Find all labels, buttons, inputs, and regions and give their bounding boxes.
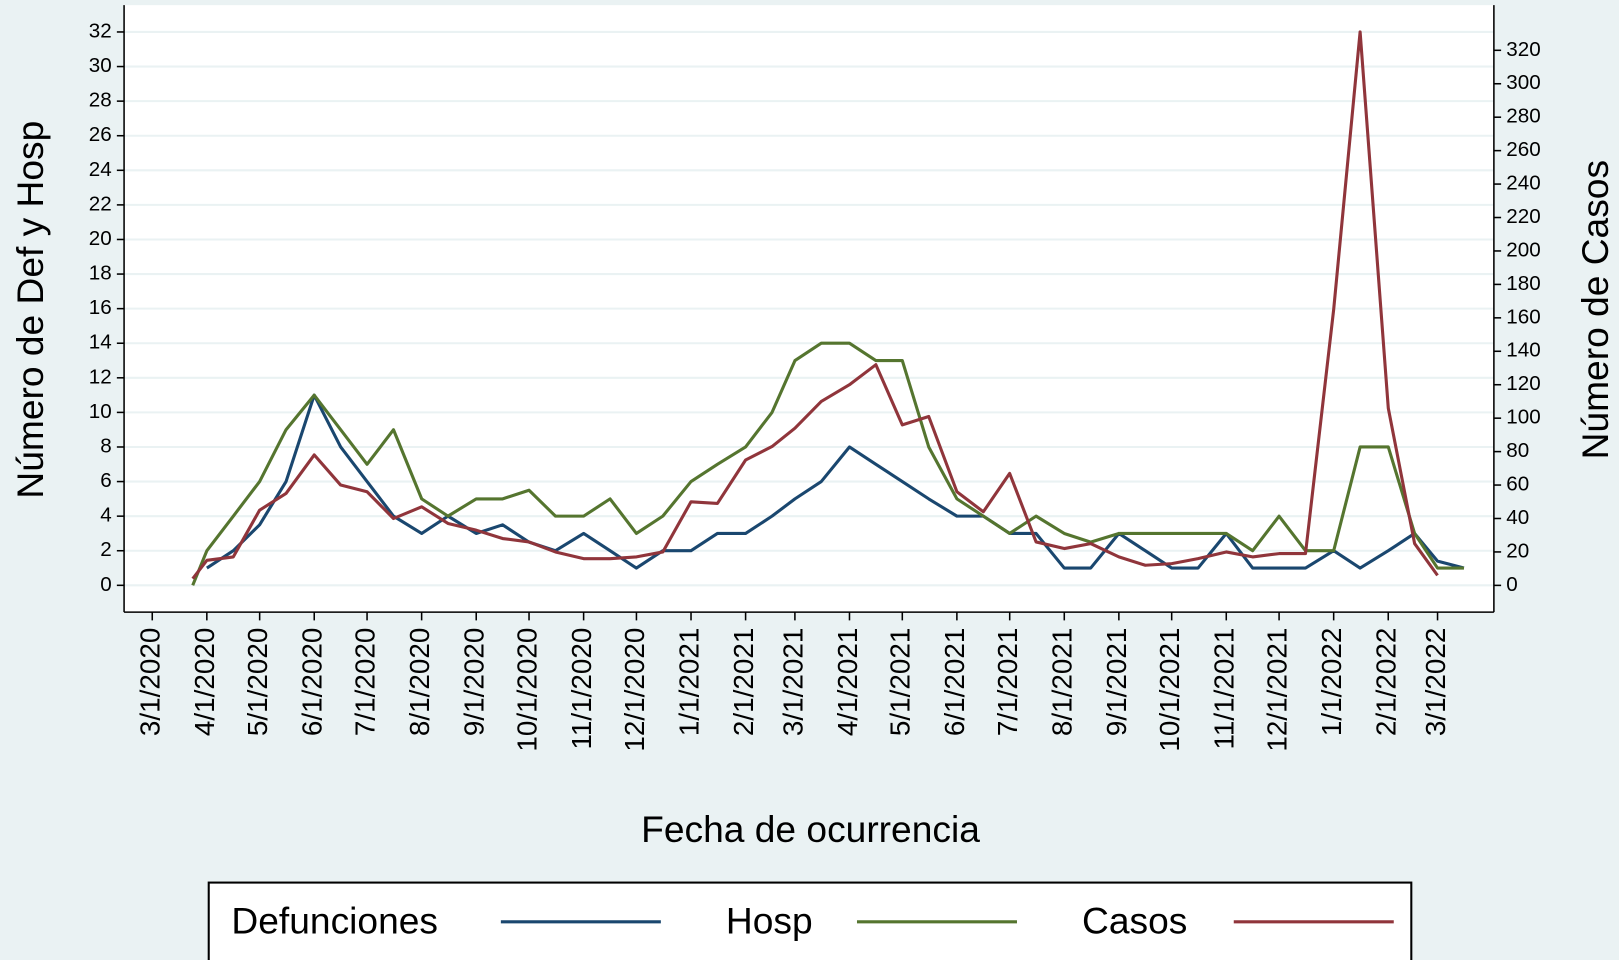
x-tick-label: 12/1/2020: [619, 628, 650, 752]
x-tick-label: 8/1/2021: [1047, 628, 1078, 736]
y2-tick-label: 280: [1506, 105, 1540, 128]
x-tick-label: 8/1/2020: [404, 628, 435, 736]
y-tick-label: 32: [89, 19, 112, 42]
x-tick-label: 7/1/2020: [349, 628, 380, 736]
series-line: [191, 341, 1464, 586]
x-tick-label: 9/1/2020: [459, 628, 490, 736]
x-tick-label: 3/1/2020: [135, 628, 166, 736]
y-tick-label: 30: [89, 54, 112, 77]
y2-tick-label: 140: [1506, 339, 1540, 362]
x-tick-label: 4/1/2020: [189, 628, 220, 736]
y2-tick-label: 40: [1506, 506, 1529, 529]
x-tick-label: 12/1/2021: [1261, 628, 1292, 752]
y-tick-label: 0: [100, 573, 111, 596]
x-tick-label: 5/1/2020: [242, 628, 273, 736]
y-tick-label: 2: [100, 538, 111, 561]
x-tick-label: 9/1/2021: [1101, 628, 1132, 736]
x-tick-label: 11/1/2020: [566, 628, 597, 750]
x-tick-label: 1/1/2022: [1316, 628, 1347, 736]
y-tick-label: 6: [100, 469, 111, 492]
y-tick-label: 12: [89, 365, 112, 388]
y-tick-label: 24: [89, 158, 112, 181]
y2-tick-label: 240: [1506, 172, 1540, 195]
y2-tick-label: 220: [1506, 205, 1540, 228]
y2-tick-label: 100: [1506, 406, 1540, 429]
y2-tick-label: 200: [1506, 238, 1540, 261]
y-tick-label: 22: [89, 192, 112, 215]
y-tick-label: 26: [89, 123, 112, 146]
series-line: [191, 30, 1439, 580]
x-tick-label: 10/1/2020: [511, 628, 542, 752]
y2-tick-label: 80: [1506, 439, 1529, 462]
y2-tick-label: 300: [1506, 71, 1540, 94]
legend-box: [207, 881, 1413, 960]
y-tick-label: 20: [89, 227, 112, 250]
x-tick-label: 7/1/2021: [992, 628, 1023, 736]
series-line: [206, 393, 1465, 570]
y2-tick-label: 160: [1506, 305, 1540, 328]
x-tick-label: 3/1/2022: [1420, 628, 1451, 736]
y-tick-label: 10: [89, 400, 112, 423]
y2-tick-label: 60: [1506, 473, 1529, 496]
x-tick-label: 2/1/2021: [728, 628, 759, 736]
x-tick-label: 2/1/2022: [1371, 628, 1402, 736]
x-tick-label: 3/1/2021: [777, 628, 808, 736]
x-tick-label: 6/1/2021: [939, 628, 970, 736]
y-axis-title: Número de Def y Hosp: [9, 121, 51, 499]
y-tick-label: 18: [89, 262, 112, 285]
y2-tick-label: 320: [1506, 38, 1540, 61]
legend-label: Defunciones: [231, 900, 438, 942]
x-tick-label: 4/1/2021: [832, 628, 863, 736]
y2-tick-label: 180: [1506, 272, 1540, 295]
x-tick-label: 1/1/2021: [673, 628, 704, 736]
legend-label: Casos: [1082, 900, 1187, 942]
legend-label: Hosp: [726, 900, 813, 942]
y2-axis-title: Número de Casos: [1574, 160, 1616, 459]
x-tick-label: 6/1/2020: [297, 628, 328, 736]
x-axis-title: Fecha de ocurrencia: [641, 808, 980, 850]
y-tick-label: 4: [100, 504, 111, 527]
x-tick-label: 11/1/2021: [1209, 628, 1240, 750]
x-tick-label: 5/1/2021: [885, 628, 916, 736]
y2-tick-label: 260: [1506, 138, 1540, 161]
y-tick-label: 28: [89, 89, 112, 112]
y2-tick-label: 20: [1506, 539, 1529, 562]
y2-tick-label: 120: [1506, 372, 1540, 395]
y2-tick-label: 0: [1506, 573, 1517, 596]
y-tick-label: 8: [100, 434, 111, 457]
y-tick-label: 14: [89, 331, 112, 354]
y-tick-label: 16: [89, 296, 112, 319]
x-tick-label: 10/1/2021: [1154, 628, 1185, 752]
